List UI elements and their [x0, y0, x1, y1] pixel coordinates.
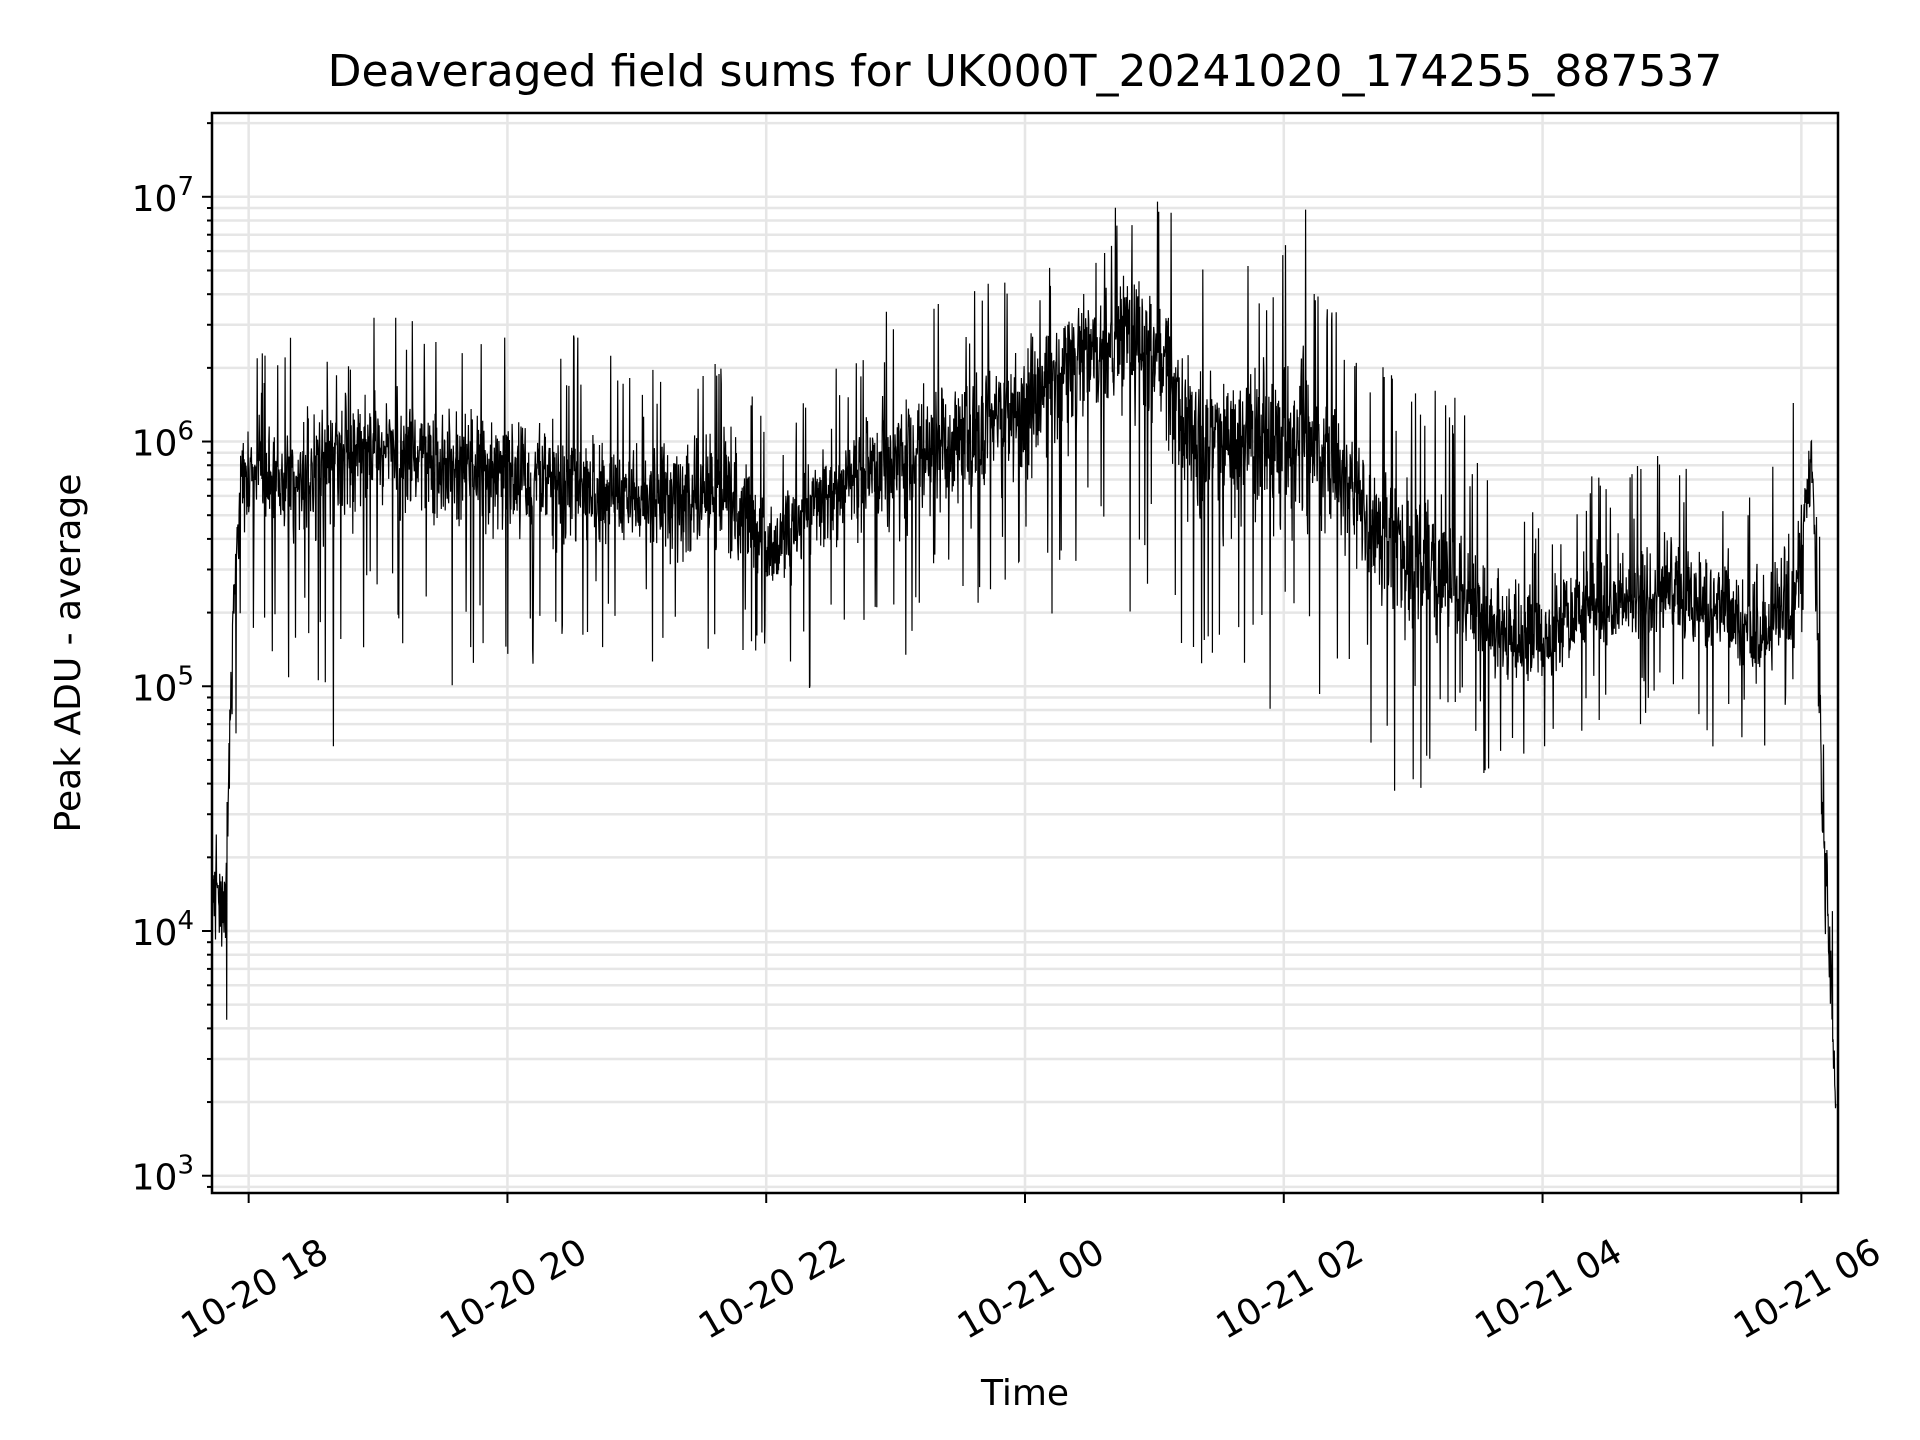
x-tick-label: 10-20 18 [174, 1231, 335, 1347]
chart-title: Deaveraged field sums for UK000T_2024102… [328, 46, 1723, 97]
x-tick-label: 10-21 06 [1727, 1231, 1888, 1347]
y-tick-label: 104 [132, 906, 194, 954]
x-tick-label: 10-21 02 [1210, 1231, 1371, 1347]
x-tick-label: 10-20 22 [692, 1231, 853, 1347]
y-tick-label: 103 [132, 1151, 194, 1199]
grid-layer [212, 113, 1838, 1193]
series-layer [211, 201, 1837, 1109]
x-tick-label: 10-21 04 [1468, 1231, 1629, 1347]
y-tick-label: 106 [132, 417, 194, 465]
series-line [211, 201, 1837, 1109]
y-tick-label: 107 [132, 172, 194, 220]
y-axis-label: Peak ADU - average [48, 474, 89, 833]
x-axis-label: Time [980, 1373, 1069, 1414]
y-tick-label: 105 [132, 661, 194, 709]
tick-layer: 103 104 105 106 107 10-20 18 10-20 20 10-20 22 1… [132, 122, 1888, 1348]
x-tick-label: 10-20 20 [433, 1231, 594, 1347]
x-tick-label: 10-21 00 [951, 1231, 1112, 1347]
